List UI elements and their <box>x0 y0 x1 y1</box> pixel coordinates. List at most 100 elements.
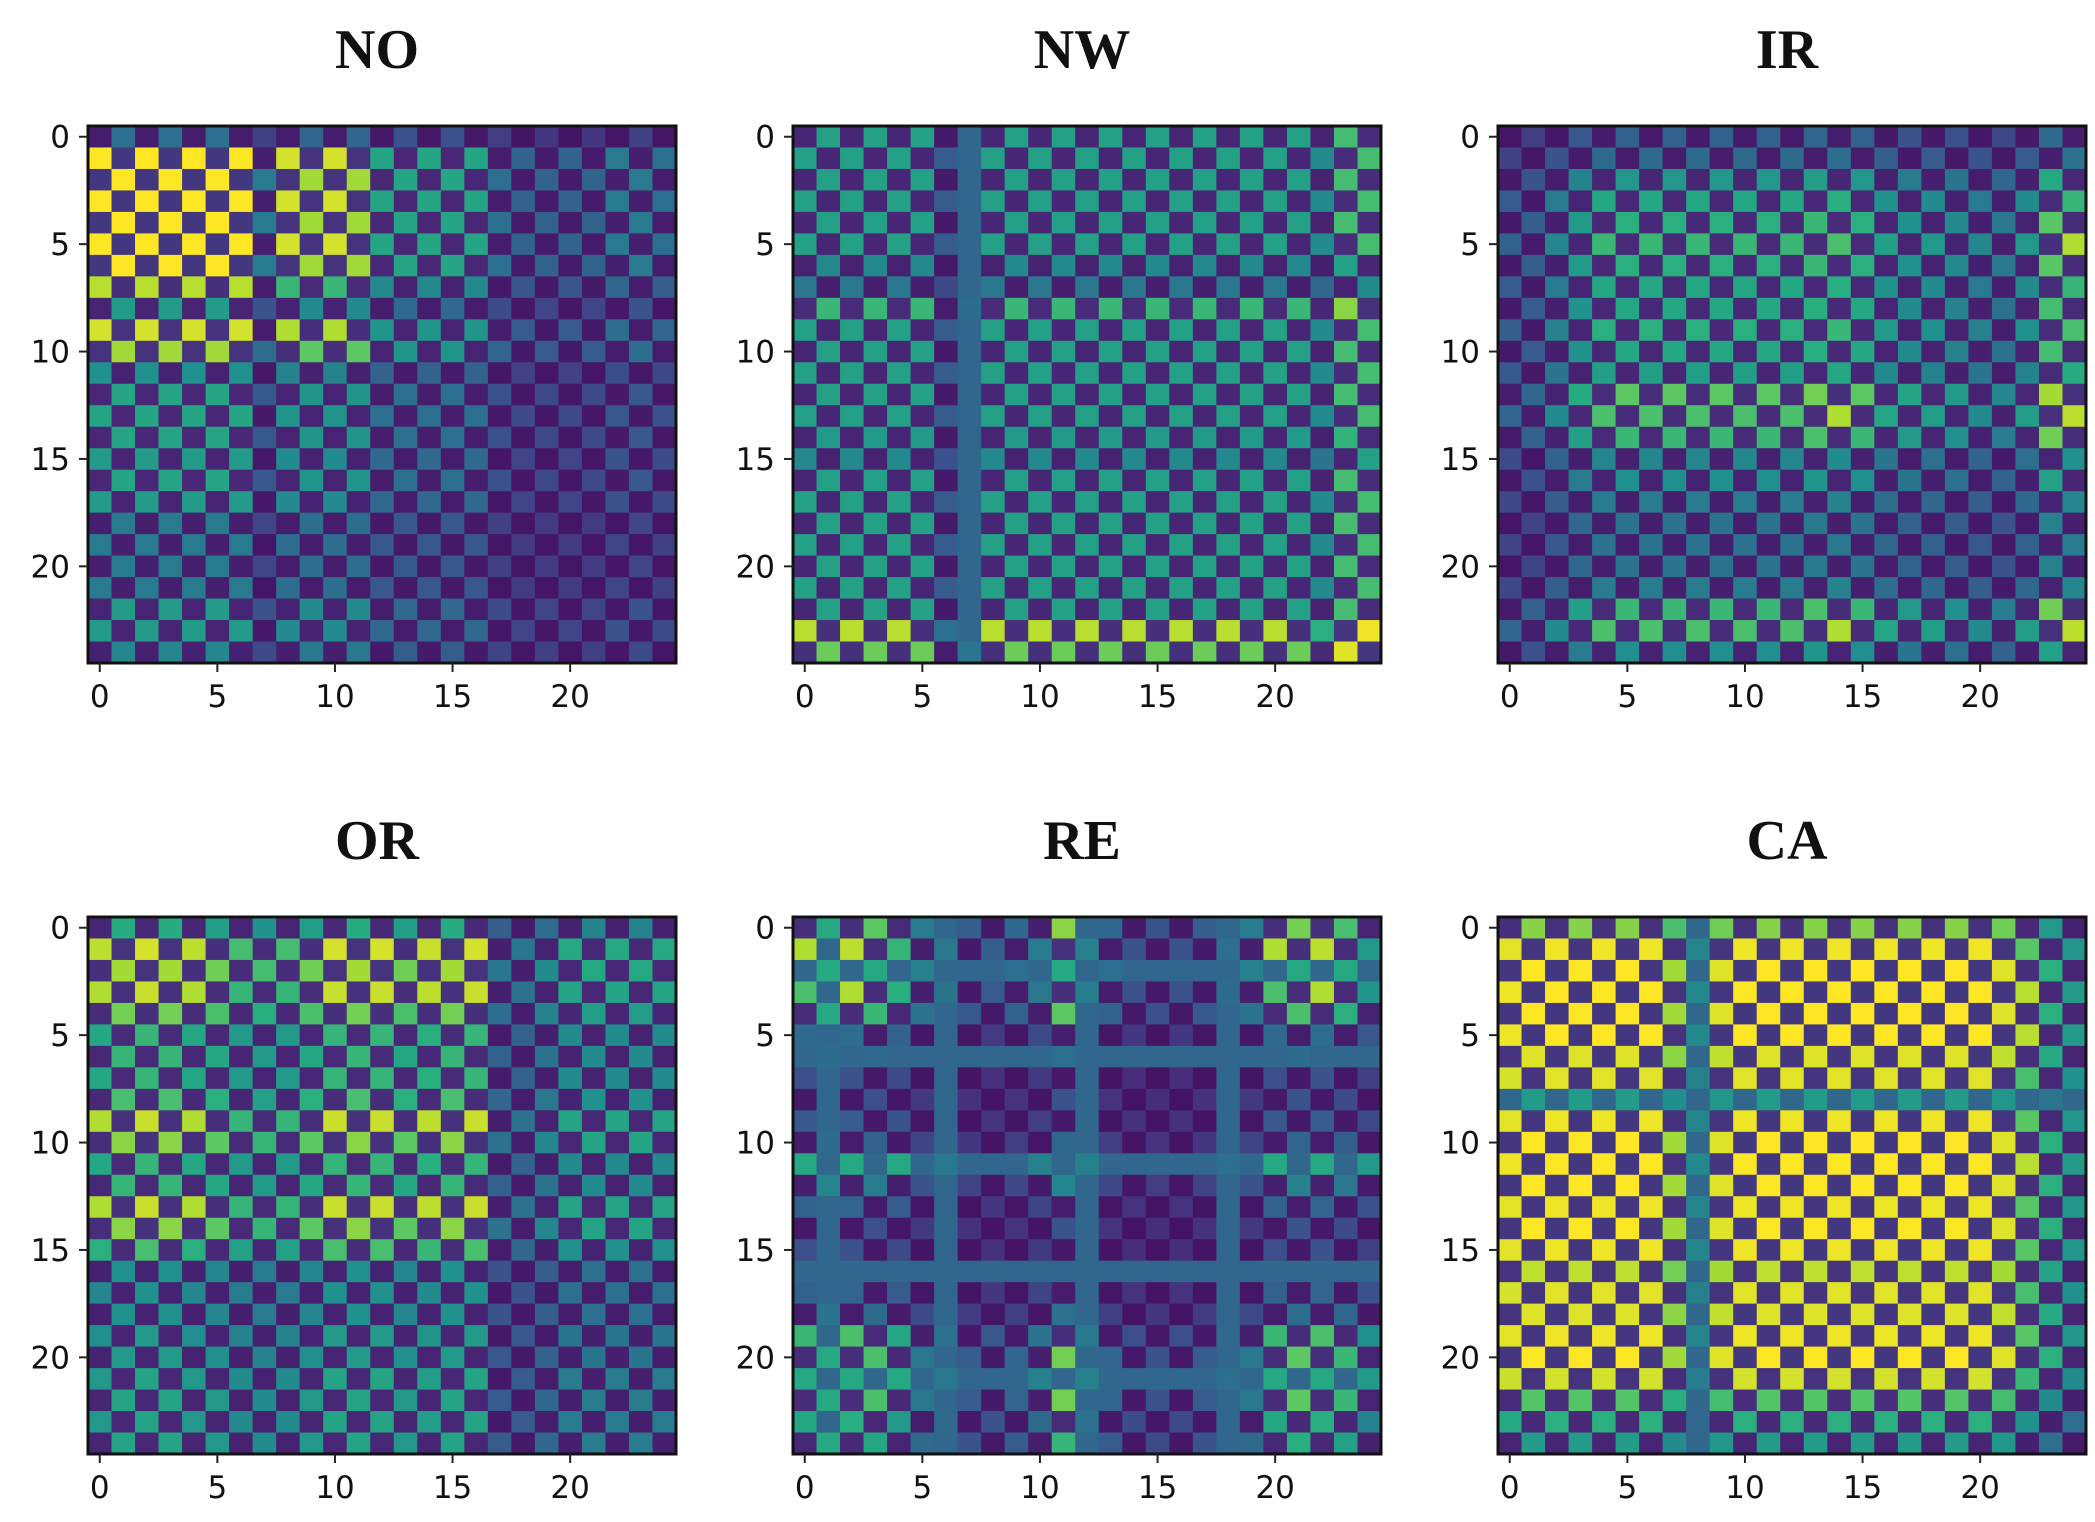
heatmap-cell <box>1521 959 1546 983</box>
heatmap-cell <box>581 340 607 363</box>
heatmap-cell <box>1004 598 1029 621</box>
heatmap-cell <box>1498 1153 1523 1176</box>
heatmap-cell <box>1286 190 1312 213</box>
heatmap-cell <box>1333 1067 1359 1090</box>
heatmap-cell <box>1004 959 1029 983</box>
heatmap-cell <box>370 126 395 149</box>
heatmap-cell <box>840 1368 865 1391</box>
heatmap-cell <box>1145 1045 1170 1068</box>
heatmap-cell <box>957 512 982 535</box>
heatmap-cell <box>1897 1260 1922 1283</box>
heatmap-cell <box>1145 981 1170 1004</box>
heatmap-cell <box>863 362 888 385</box>
heatmap-cell <box>1639 641 1664 664</box>
heatmap-cell <box>840 190 865 213</box>
heatmap-cell <box>511 620 536 643</box>
heatmap-cell <box>1333 938 1359 961</box>
heatmap-cell <box>1098 598 1123 621</box>
heatmap-cell <box>440 641 465 664</box>
heatmap-cell <box>111 276 136 299</box>
heatmap-cell <box>370 577 395 600</box>
heatmap-cell <box>1803 1368 1828 1391</box>
heatmap-cell <box>816 534 841 557</box>
heatmap-cell <box>558 1368 583 1391</box>
heatmap-cell <box>887 1282 912 1305</box>
heatmap-cell <box>1686 1067 1711 1090</box>
heatmap-cell <box>934 555 959 578</box>
heatmap-cell <box>417 1174 442 1197</box>
heatmap-cell <box>2015 491 2040 514</box>
heatmap-cell <box>1709 555 1734 578</box>
heatmap-cell <box>370 1303 395 1326</box>
heatmap-cell <box>1498 555 1523 578</box>
heatmap-cell <box>487 981 512 1004</box>
heatmap-cell <box>1709 362 1734 385</box>
heatmap-cell <box>910 1045 935 1068</box>
heatmap-cell <box>417 1045 442 1068</box>
heatmap-cell <box>1216 211 1241 234</box>
heatmap-cell <box>370 1260 395 1283</box>
heatmap-cell <box>1333 448 1359 471</box>
heatmap-cell <box>2015 1024 2040 1047</box>
heatmap-cell <box>393 1131 418 1154</box>
heatmap-cell <box>1850 620 1875 643</box>
heatmap-cell <box>370 555 395 578</box>
heatmap-cell <box>1874 1024 1899 1047</box>
heatmap-cell <box>1897 233 1922 256</box>
heatmap-cell <box>1662 1282 1687 1305</box>
heatmap-cell <box>2062 577 2087 600</box>
heatmap-cell <box>605 1088 630 1111</box>
heatmap-cell <box>1498 1002 1523 1025</box>
heatmap-cell <box>205 1368 230 1391</box>
heatmap-cell <box>1850 1153 1875 1176</box>
heatmap-cell <box>1192 512 1217 535</box>
heatmap-cell <box>1850 1325 1875 1348</box>
heatmap-cell <box>2015 319 2040 342</box>
heatmap-cell <box>252 620 277 643</box>
heatmap-cell <box>1192 1303 1217 1326</box>
heatmap-cell <box>440 491 465 514</box>
heatmap-cell <box>229 1153 254 1176</box>
heatmap-cell <box>276 1153 301 1176</box>
heatmap-cell <box>1169 168 1194 192</box>
heatmap-cell <box>1968 1067 1993 1090</box>
heatmap-cell <box>1944 1131 1969 1154</box>
heatmap-cell <box>957 620 982 643</box>
heatmap-cell <box>1874 168 1899 192</box>
heatmap-cell <box>1686 1303 1711 1326</box>
heatmap-cell <box>2038 448 2064 471</box>
heatmap-cell <box>1545 211 1570 234</box>
heatmap-cell <box>1545 147 1570 170</box>
heatmap-cell <box>158 1002 183 1025</box>
heatmap-cell <box>1122 469 1147 492</box>
heatmap-cell <box>793 1110 818 1133</box>
heatmap-cell <box>1169 1110 1194 1133</box>
heatmap-cell <box>1521 512 1546 535</box>
heatmap-cell <box>88 1303 113 1326</box>
heatmap-cell <box>816 1432 841 1455</box>
heatmap-cell <box>346 1303 371 1326</box>
heatmap-cell <box>1004 211 1029 234</box>
heatmap-cell <box>2062 598 2087 621</box>
heatmap-cell <box>1803 1088 1828 1111</box>
heatmap-cell <box>1145 340 1170 363</box>
heatmap-cell <box>1850 598 1875 621</box>
heatmap-cell <box>1897 362 1922 385</box>
heatmap-cell <box>652 491 677 514</box>
heatmap-cell <box>957 1346 982 1369</box>
heatmap-cell <box>1098 1088 1123 1111</box>
heatmap-cell <box>1521 1174 1546 1197</box>
heatmap-cell <box>1709 1389 1734 1412</box>
heatmap-cell <box>229 1045 254 1068</box>
heatmap-cell <box>1286 1196 1312 1219</box>
heatmap-cell <box>1122 1110 1147 1133</box>
heatmap-cell <box>1850 1239 1875 1262</box>
heatmap-cell <box>1098 491 1123 514</box>
heatmap-cell <box>605 319 630 342</box>
x-tick-label: 0 <box>90 1470 110 1506</box>
heatmap-cell <box>1803 491 1828 514</box>
heatmap-cell <box>417 512 442 535</box>
heatmap-cell <box>135 340 160 363</box>
heatmap-cell <box>1545 276 1570 299</box>
heatmap-cell <box>1897 577 1922 600</box>
